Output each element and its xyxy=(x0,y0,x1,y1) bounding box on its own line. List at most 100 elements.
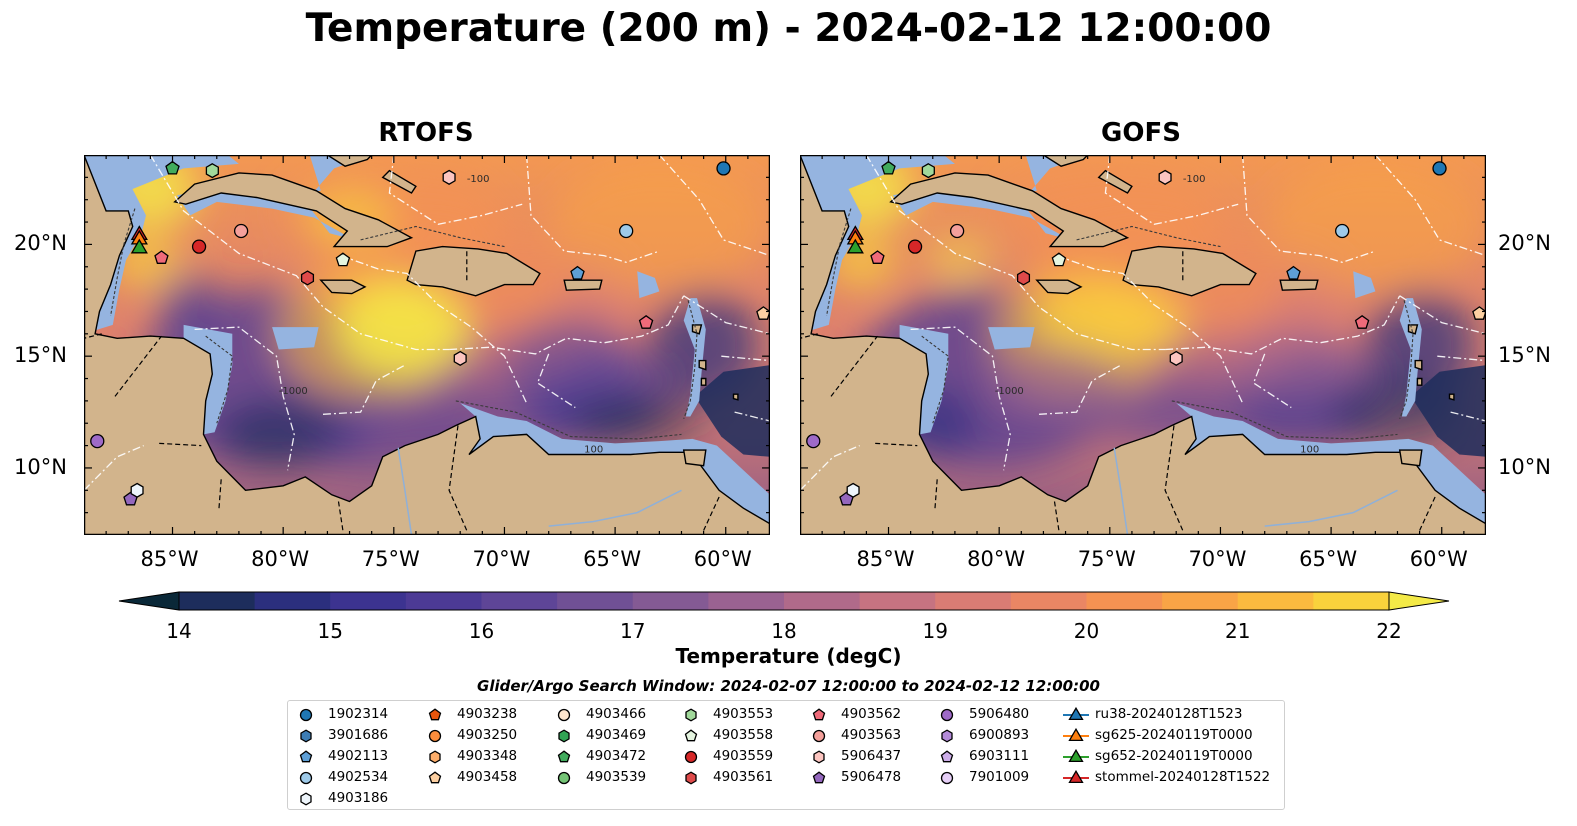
colorbar-segment xyxy=(632,592,709,610)
legend-circle xyxy=(684,750,698,764)
circle-marker-icon xyxy=(940,771,954,785)
float-marker-5906437 xyxy=(1169,350,1183,366)
float-marker-4903561 xyxy=(300,270,315,286)
temperature-patch xyxy=(504,315,638,406)
land xyxy=(1414,359,1423,371)
colorbar-segment xyxy=(481,592,558,610)
country-border xyxy=(1053,501,1060,531)
colorbar-segment xyxy=(330,592,407,610)
colorbar-label: Temperature (degC) xyxy=(675,644,902,668)
river xyxy=(1264,489,1398,527)
eez-boundary xyxy=(449,295,685,355)
eez-boundary xyxy=(910,326,1011,471)
legend-pentagon xyxy=(940,750,954,763)
float-marker-4902534 xyxy=(619,223,634,239)
legend-label: 4903466 xyxy=(586,706,647,722)
float-marker-4903553 xyxy=(205,163,219,179)
search-window-text: Glider/Argo Search Window: 2024-02-07 12… xyxy=(477,677,1100,695)
hexagon-marker-icon xyxy=(429,750,441,764)
bathymetry-contour xyxy=(110,208,136,316)
legend-label: 5906437 xyxy=(841,748,902,764)
lon-tick-label: 80°W xyxy=(251,547,310,571)
eez-boundary xyxy=(1165,295,1401,355)
circle-marker-icon xyxy=(428,729,442,743)
legend-label: 4903558 xyxy=(713,727,774,743)
float-marker-4902534 xyxy=(1335,223,1350,239)
float-marker-4903472 xyxy=(881,160,896,175)
legend-pentagon xyxy=(299,750,313,763)
colorbar-tick-label: 22 xyxy=(1376,619,1402,643)
eez-boundary xyxy=(1056,254,1244,404)
legend-pentagon xyxy=(684,729,698,742)
land xyxy=(1279,279,1319,291)
temperature-patch xyxy=(154,271,222,339)
colorbar-segment xyxy=(1313,592,1390,610)
lon-tick-label: 85°W xyxy=(140,547,199,571)
land xyxy=(1035,279,1083,295)
colorbar-outline xyxy=(178,591,1390,611)
country-border xyxy=(934,479,938,509)
lon-tick-label: 60°W xyxy=(1409,547,1468,571)
contour-label: -100 xyxy=(467,174,490,185)
hexagon-marker-icon xyxy=(558,729,570,743)
lat-tick-label-right: 20°N xyxy=(1498,231,1551,256)
land xyxy=(326,155,373,167)
atlantic-deep-water xyxy=(1410,365,1486,457)
legend-label: 4903562 xyxy=(841,706,902,722)
float-marker-4903186 xyxy=(130,482,144,498)
circle-marker-icon xyxy=(812,729,826,743)
contour-label: -1000 xyxy=(995,386,1024,397)
pentagon-marker-icon xyxy=(557,750,571,763)
colorbar-extend-low xyxy=(118,591,180,611)
eez-boundary xyxy=(322,364,406,415)
lat-tick-label-right: 15°N xyxy=(1498,343,1551,368)
float-marker-4903559 xyxy=(907,239,923,254)
land xyxy=(1407,324,1419,335)
bathymetry-contour xyxy=(360,225,505,248)
lon-tick-label: 70°W xyxy=(1188,547,1247,571)
float-marker-4902113 xyxy=(1286,265,1301,280)
contour-label: 100 xyxy=(1300,444,1319,455)
temperature-patch xyxy=(1032,282,1188,363)
shallow-shelf xyxy=(183,324,233,435)
glider-marker-sg652 xyxy=(130,238,148,254)
float-marker-4903562 xyxy=(154,250,169,264)
legend-hexagon xyxy=(558,729,570,743)
country-border xyxy=(703,496,720,531)
country-border xyxy=(1419,496,1436,531)
atlantic-deep-water xyxy=(694,365,770,457)
land xyxy=(1398,449,1423,467)
lon-tick-label: 80°W xyxy=(967,547,1026,571)
circle-marker-icon xyxy=(557,771,571,785)
legend-label: 4903348 xyxy=(457,748,518,764)
float-marker-4903561 xyxy=(1016,270,1031,286)
temperature-patch xyxy=(570,396,704,442)
pentagon-marker-icon xyxy=(812,771,826,784)
colorbar-tick-label: 20 xyxy=(1073,619,1100,643)
temperature-patch xyxy=(336,280,470,379)
land xyxy=(1042,155,1089,167)
lon-tick-label: 85°W xyxy=(856,547,915,571)
legend-hexagon xyxy=(300,792,312,806)
float-marker-4903186 xyxy=(846,482,860,498)
land xyxy=(691,324,703,335)
pentagon-marker-icon xyxy=(428,771,442,784)
legend-label: sg625-20240119T0000 xyxy=(1095,727,1253,743)
lon-tick-label: 70°W xyxy=(472,547,531,571)
colorbar-tick-label: 16 xyxy=(468,619,495,643)
legend-label: 3901686 xyxy=(328,727,389,743)
country-border xyxy=(159,442,202,447)
legend-label: 4903250 xyxy=(457,727,518,743)
shallow-shelf xyxy=(272,327,319,350)
shallow-shelf xyxy=(1353,271,1376,299)
colorbar-tick-label: 18 xyxy=(771,619,797,643)
eez-boundary xyxy=(194,326,295,471)
float-marker-4903562 xyxy=(638,314,654,329)
colorbar-segment xyxy=(179,592,256,610)
circle-marker-icon xyxy=(557,708,571,722)
map-frame xyxy=(800,155,1486,535)
legend-label: 5906480 xyxy=(969,706,1030,722)
hexagon-marker-icon xyxy=(300,792,312,806)
triangle-marker-icon xyxy=(1063,728,1089,742)
triangle-marker-icon xyxy=(1063,770,1089,784)
